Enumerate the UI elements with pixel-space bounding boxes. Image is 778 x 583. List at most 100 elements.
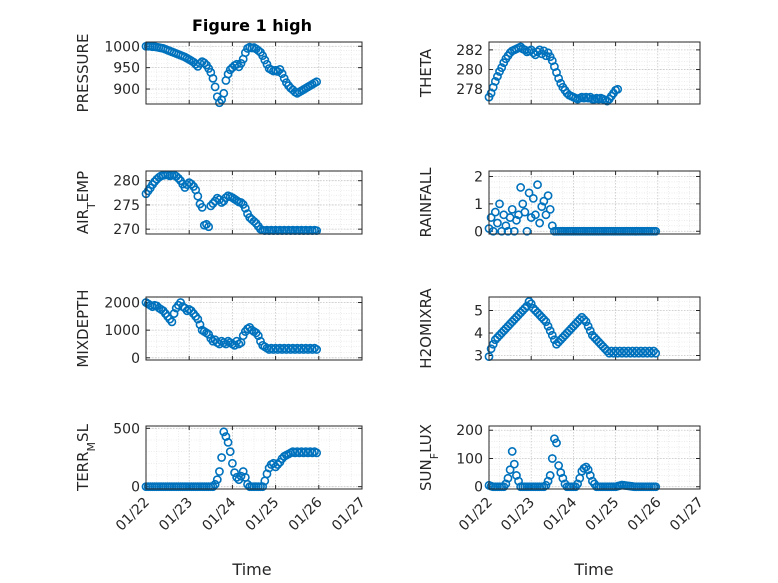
data-point xyxy=(223,437,233,447)
y-tick-label: 2 xyxy=(474,169,483,185)
data-point xyxy=(497,63,507,72)
y-tick-label: 200 xyxy=(456,423,483,439)
y-tick-label: 0 xyxy=(474,480,483,496)
data-point xyxy=(520,303,530,313)
data-point xyxy=(206,201,216,211)
data-point xyxy=(495,199,504,209)
data-point xyxy=(512,215,521,225)
y-tick-label: 1000 xyxy=(104,323,140,339)
marker-group xyxy=(141,170,322,236)
y-axis-label: RAINFALL xyxy=(417,167,435,238)
data-point xyxy=(186,179,196,189)
data-point xyxy=(273,460,283,469)
data-point xyxy=(505,465,515,475)
data-point xyxy=(490,207,500,217)
y-axis-label: SUNFLUX xyxy=(417,424,441,491)
data-point xyxy=(193,314,203,324)
data-point xyxy=(545,204,555,214)
y-tick-label: 4 xyxy=(474,326,483,342)
data-point xyxy=(573,479,583,489)
data-point xyxy=(613,84,623,94)
data-point xyxy=(543,476,553,486)
data-point xyxy=(253,331,263,341)
data-point xyxy=(202,219,211,229)
figure-title: Figure 1 high xyxy=(192,16,312,35)
marker-group xyxy=(141,41,322,108)
data-point xyxy=(518,199,528,209)
x-axis-label-right: Time xyxy=(573,560,613,579)
data-point xyxy=(541,317,551,327)
data-point xyxy=(528,193,538,203)
data-point xyxy=(503,226,513,236)
data-point xyxy=(219,88,229,98)
y-tick-label: 100 xyxy=(456,451,483,467)
data-point xyxy=(554,74,564,83)
axes-frame xyxy=(145,425,363,490)
y-tick-label: 0 xyxy=(131,351,140,367)
data-point xyxy=(488,339,498,349)
subplot-pressure: 900 950 1000 PRESSURE xyxy=(74,34,363,113)
data-point xyxy=(507,447,517,456)
data-point xyxy=(493,72,502,81)
data-point xyxy=(512,471,521,480)
data-point xyxy=(312,448,322,458)
data-point xyxy=(169,309,179,318)
data-point xyxy=(558,473,568,483)
data-point xyxy=(490,76,500,86)
subplot-mixdepth: 0 1000 2000 MIXDEPTH xyxy=(74,289,363,368)
data-point xyxy=(227,458,237,468)
data-point xyxy=(552,438,561,448)
data-point xyxy=(516,183,526,192)
data-point xyxy=(526,299,536,309)
data-point xyxy=(520,207,530,217)
y-tick-label: 3 xyxy=(474,349,483,365)
data-point xyxy=(524,297,534,306)
data-point xyxy=(277,69,287,79)
data-point xyxy=(240,48,250,58)
data-point xyxy=(208,73,218,83)
y-tick-label: 282 xyxy=(456,43,483,59)
data-point xyxy=(486,344,496,354)
data-point xyxy=(219,427,229,437)
data-point xyxy=(210,479,220,489)
data-point xyxy=(547,454,557,463)
data-point xyxy=(651,348,661,358)
data-point xyxy=(522,226,532,236)
data-point xyxy=(204,222,214,232)
y-tick-label: 280 xyxy=(113,174,140,190)
y-tick-label: 500 xyxy=(113,421,140,437)
data-point xyxy=(217,453,226,462)
data-point xyxy=(547,221,557,231)
data-point xyxy=(585,326,595,336)
data-point xyxy=(585,471,595,480)
data-point xyxy=(271,462,280,472)
data-point xyxy=(260,55,270,65)
data-point xyxy=(543,321,553,331)
marker-group xyxy=(141,298,322,354)
y-axis-label: PRESSURE xyxy=(74,34,92,113)
marker-group xyxy=(484,42,623,106)
y-tick-label: 900 xyxy=(113,82,140,98)
data-point xyxy=(647,348,656,358)
y-tick-label: 278 xyxy=(456,82,483,98)
data-point xyxy=(253,46,263,55)
data-point xyxy=(541,210,551,220)
data-point xyxy=(493,218,502,228)
axes-border xyxy=(488,425,701,490)
axes-border xyxy=(488,170,701,235)
y-tick-label: 0 xyxy=(131,480,140,496)
y-tick-label: 270 xyxy=(113,222,140,238)
axes-border xyxy=(145,170,363,235)
x-axis-label-left: Time xyxy=(231,560,271,579)
data-point xyxy=(486,213,496,222)
data-point xyxy=(583,465,593,475)
data-point xyxy=(193,191,203,201)
axes-border xyxy=(488,296,701,361)
data-point xyxy=(225,447,235,457)
data-point xyxy=(602,96,612,106)
data-point xyxy=(535,218,545,228)
data-point xyxy=(223,69,233,79)
data-point xyxy=(537,202,547,212)
